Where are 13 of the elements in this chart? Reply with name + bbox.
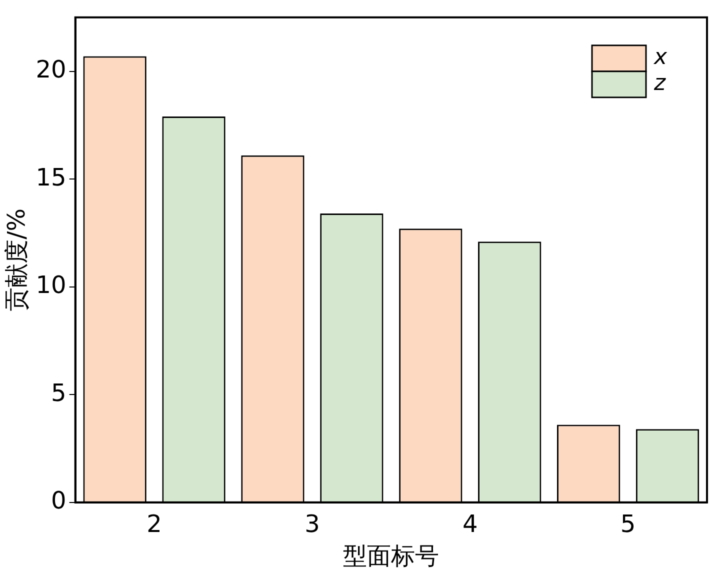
x-tick-label: 5 [620, 510, 636, 538]
y-tick-label: 10 [36, 271, 66, 300]
x-tick-label: 4 [462, 510, 478, 538]
y-tick-label: 5 [51, 378, 66, 407]
y-tick-label: 20 [36, 56, 66, 84]
y-tick-label: 15 [36, 163, 66, 192]
y-tick-label: 0 [51, 486, 66, 515]
legend-label: z [653, 71, 666, 96]
x-tick-label: 3 [304, 510, 320, 538]
x-axis-title: 型面标号 [343, 542, 440, 570]
y-axis-title: 贡献度/% [2, 208, 31, 312]
x-tick-label: 2 [146, 510, 162, 538]
legend-label: x [653, 45, 668, 70]
